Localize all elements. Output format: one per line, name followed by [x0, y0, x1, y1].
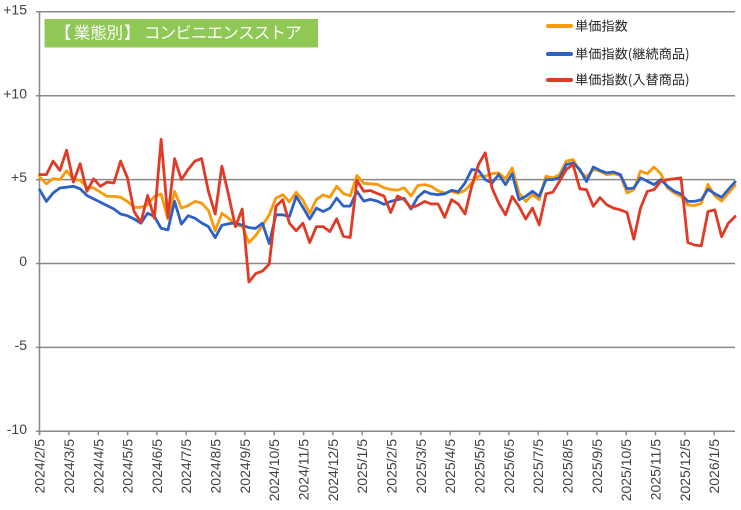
svg-text:2026/1/5: 2026/1/5: [706, 439, 722, 494]
svg-text:2025/3/5: 2025/3/5: [413, 439, 429, 494]
svg-text:-5: -5: [15, 337, 28, 353]
svg-text:2025/10/5: 2025/10/5: [618, 439, 634, 501]
svg-text:2024/4/5: 2024/4/5: [90, 439, 106, 494]
svg-text:2025/4/5: 2025/4/5: [442, 439, 458, 494]
svg-text:2025/2/5: 2025/2/5: [384, 439, 400, 494]
svg-text:+15: +15: [3, 1, 27, 17]
svg-text:2024/12/5: 2024/12/5: [325, 439, 341, 501]
svg-text:2025/6/5: 2025/6/5: [501, 439, 517, 494]
svg-text:2025/9/5: 2025/9/5: [589, 439, 605, 494]
svg-text:2025/8/5: 2025/8/5: [560, 439, 576, 494]
svg-text:2024/11/5: 2024/11/5: [296, 439, 312, 500]
svg-text:2025/7/5: 2025/7/5: [530, 439, 546, 494]
svg-text:2024/8/5: 2024/8/5: [208, 439, 224, 494]
svg-text:2025/11/5: 2025/11/5: [648, 439, 664, 500]
svg-text:2024/3/5: 2024/3/5: [61, 439, 77, 494]
svg-text:2025/1/5: 2025/1/5: [354, 439, 370, 494]
svg-text:+5: +5: [11, 169, 27, 185]
svg-text:0: 0: [19, 253, 27, 269]
svg-text:2025/5/5: 2025/5/5: [472, 439, 488, 494]
svg-text:2025/12/5: 2025/12/5: [677, 439, 693, 501]
svg-text:2024/2/5: 2024/2/5: [32, 439, 48, 494]
svg-text:-10: -10: [7, 421, 27, 437]
svg-text:2024/10/5: 2024/10/5: [266, 439, 282, 501]
svg-text:2024/9/5: 2024/9/5: [237, 439, 253, 494]
svg-text:2024/5/5: 2024/5/5: [120, 439, 136, 494]
svg-text:2024/7/5: 2024/7/5: [178, 439, 194, 494]
svg-text:+10: +10: [3, 85, 27, 101]
svg-text:2024/6/5: 2024/6/5: [149, 439, 165, 494]
